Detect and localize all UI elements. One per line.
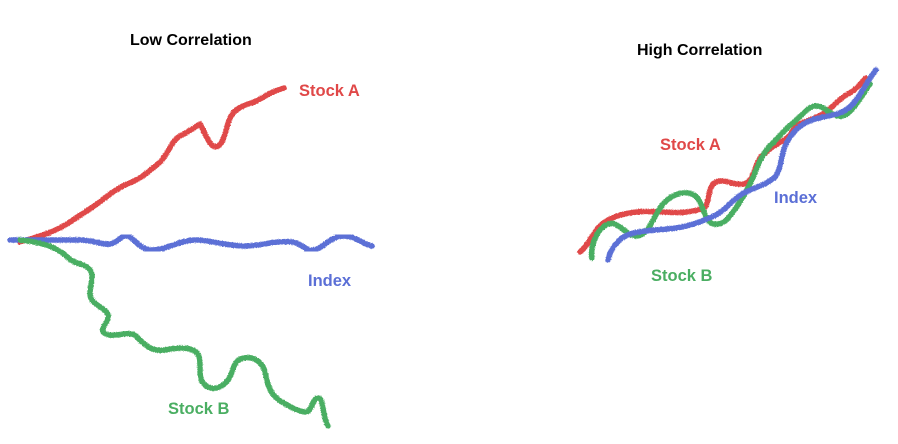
low-stock-b-label: Stock B [168,400,230,418]
high-stock-b-label: Stock B [651,267,713,285]
high-stock-a-label: Stock A [660,136,721,154]
low-index-label: Index [308,272,352,290]
high-index-label: Index [774,189,818,207]
panel-high-correlation: High Correlation Stock A Index Stock B [577,42,879,285]
panel-title-low-correlation: Low Correlation [130,32,252,49]
low-stock-b-line [17,237,331,429]
high-stock-b-line [588,81,873,261]
low-index-line [7,232,375,254]
panel-low-correlation: Low Correlation Stock A Index Stock B [7,32,375,429]
low-stock-a-line [17,85,287,245]
low-stock-a-label: Stock A [299,82,360,100]
high-index-line [605,67,879,263]
panel-title-high-correlation: High Correlation [637,42,762,59]
